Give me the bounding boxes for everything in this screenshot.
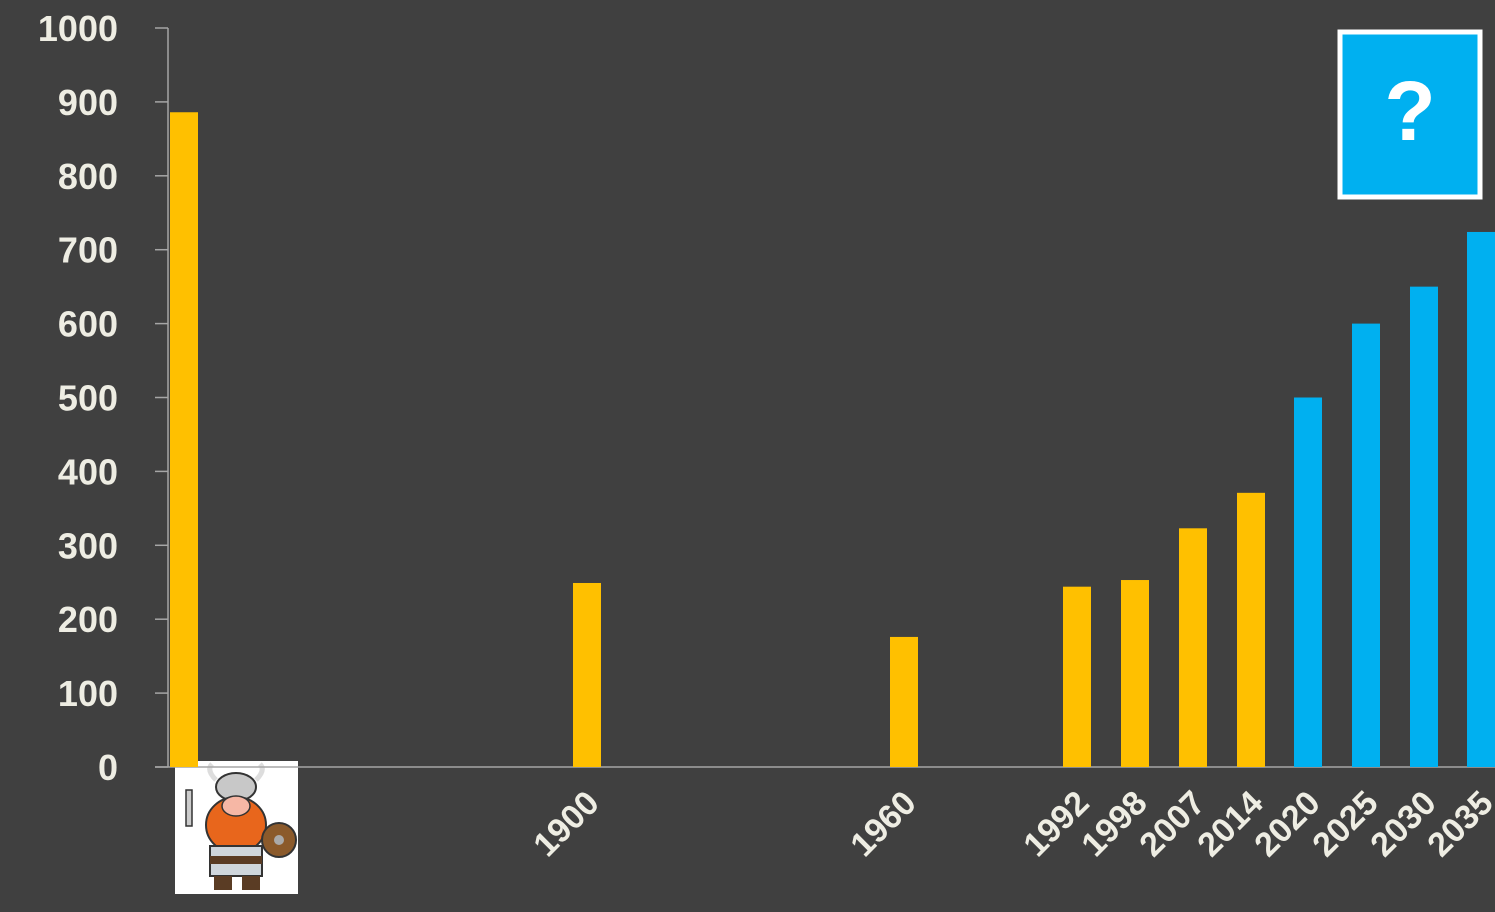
y-tick-label: 0 bbox=[98, 747, 118, 788]
bar bbox=[1179, 528, 1207, 767]
y-tick-label: 1000 bbox=[38, 8, 118, 49]
bar bbox=[1294, 397, 1322, 767]
bar bbox=[890, 636, 918, 767]
y-tick-label: 900 bbox=[58, 82, 118, 123]
annotation: ? bbox=[1384, 64, 1435, 158]
y-tick-label: 100 bbox=[58, 673, 118, 714]
bar bbox=[170, 112, 198, 768]
annotation-box: ? bbox=[1337, 29, 1483, 200]
bar bbox=[1467, 231, 1495, 768]
viking-image bbox=[175, 761, 298, 894]
bar bbox=[1352, 323, 1380, 767]
y-tick-label: 600 bbox=[58, 304, 118, 345]
y-tick-label: 800 bbox=[58, 156, 118, 197]
y-tick-label: 300 bbox=[58, 525, 118, 566]
y-tick-label: 500 bbox=[58, 378, 118, 419]
y-tick-label: 200 bbox=[58, 599, 118, 640]
bar bbox=[573, 582, 601, 767]
y-tick-label: 400 bbox=[58, 451, 118, 492]
bar bbox=[1121, 580, 1149, 767]
bar bbox=[1063, 586, 1091, 767]
bar bbox=[1237, 492, 1265, 767]
y-tick-label: 700 bbox=[58, 230, 118, 271]
bar bbox=[1410, 286, 1438, 767]
